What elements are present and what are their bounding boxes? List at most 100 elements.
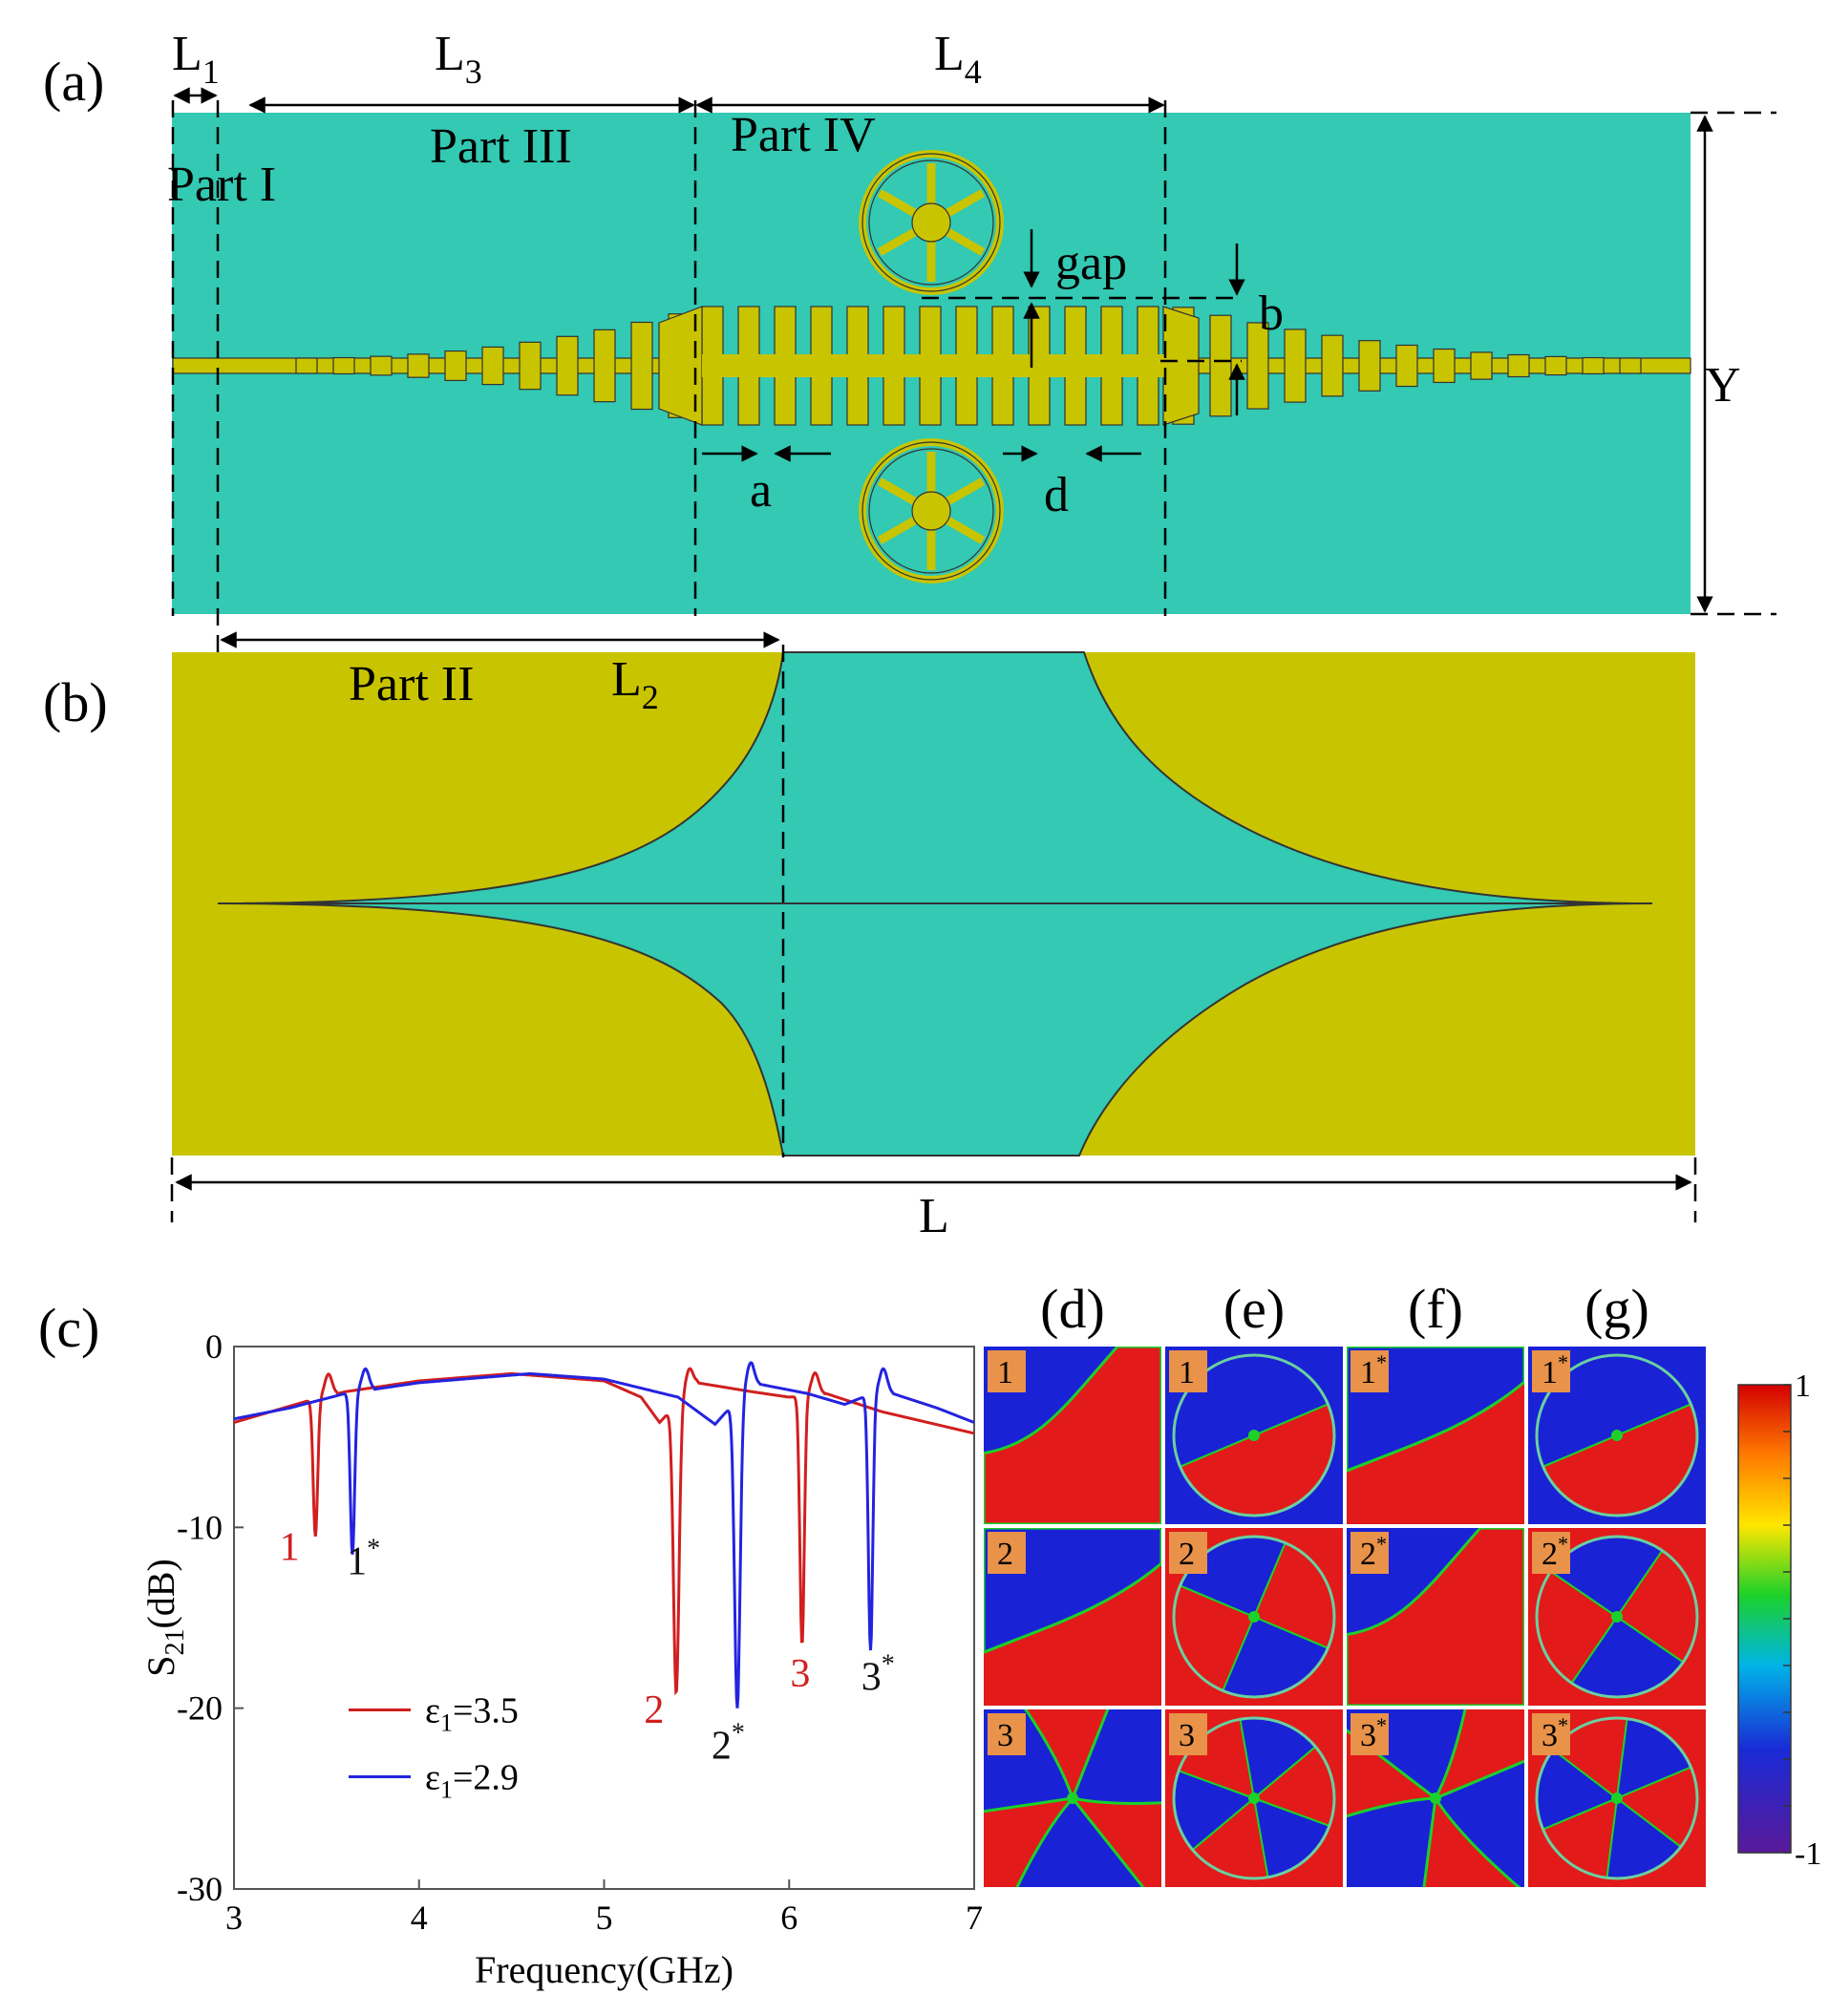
colorbar: [1737, 1384, 1792, 1854]
strip-tooth: [1433, 348, 1456, 384]
x-tick-label: 5: [596, 1899, 613, 1937]
strip-taper-right: [1162, 306, 1200, 426]
x-tick-label: 4: [411, 1899, 428, 1937]
field-column-label: (d): [1040, 1278, 1105, 1340]
strip-tooth: [1395, 344, 1418, 388]
dim-gap: gap: [1055, 236, 1127, 290]
strip-tooth: [1470, 351, 1493, 380]
strip-tooth: [630, 321, 653, 411]
field-map-cell: 1: [1165, 1347, 1343, 1524]
panel-c-label: (c): [38, 1297, 99, 1359]
dimension-arrows-a: [173, 87, 1713, 613]
strip-tooth: [1619, 357, 1642, 374]
part-i-label: Part I: [167, 158, 276, 212]
panel-a-label: (a): [43, 51, 104, 113]
strip-tooth: [407, 353, 430, 378]
dim-L3: L3: [435, 27, 482, 91]
strip-tooth: [1284, 329, 1307, 403]
strip-tooth: [295, 357, 318, 374]
field-map-cell: 1*: [1528, 1347, 1706, 1524]
dim-a: a: [750, 463, 772, 518]
dim-Y: Y: [1705, 358, 1741, 413]
mode-label-box: [988, 1713, 1026, 1755]
mode-label: 2*: [1542, 1532, 1568, 1572]
resonance-label: 1*: [347, 1535, 380, 1584]
field-map-cell: 2: [984, 1528, 1161, 1706]
resonance-label: 2: [644, 1688, 664, 1732]
field-map-cell: 3: [984, 1709, 1161, 1887]
resonance-label: 1: [280, 1525, 300, 1569]
panel-b: (b) Part II L2 L: [43, 631, 1697, 1243]
disc-resonator-bottom: [859, 438, 1004, 584]
part-iii-label: Part III: [430, 119, 572, 174]
mode-label-box: [1350, 1350, 1389, 1392]
strip-tooth: [1544, 355, 1567, 376]
spoof-spp-strip: [172, 306, 1691, 426]
strip-tooth: [1321, 334, 1344, 397]
y-tick-label: -30: [177, 1870, 223, 1908]
strip-taper-left: [658, 306, 703, 426]
mode-label: 3: [997, 1718, 1013, 1753]
colorbar-min: -1: [1795, 1836, 1821, 1872]
y-tick-label: -10: [177, 1508, 223, 1546]
strip-tooth: [1209, 314, 1232, 417]
disc-resonator-top: [859, 150, 1004, 295]
y-axis-label: S21(dB): [139, 1559, 190, 1677]
field-map-cell: 3*: [1528, 1709, 1706, 1887]
series-line-2: [233, 1361, 975, 1708]
part-ii-label: Part II: [349, 657, 474, 711]
mode-label-box: [1532, 1532, 1570, 1574]
mode-label-box: [1169, 1350, 1207, 1392]
dim-L2: L2: [611, 652, 659, 716]
strip-tooth: [370, 355, 393, 376]
dim-d: d: [1044, 468, 1069, 522]
dim-b: b: [1259, 286, 1284, 341]
mode-label: 3*: [1360, 1713, 1387, 1753]
mode-label: 2: [1179, 1537, 1195, 1572]
field-maps: (d) (e) (f) (g) 1 1 1* 1* 2 2 2* 2* 3 3 3* 3* 1 -1: [984, 1278, 1821, 1887]
field-map-cell: 3: [1165, 1709, 1343, 1887]
field-map-cell: 2*: [1347, 1528, 1524, 1706]
mode-label-box: [1169, 1713, 1207, 1755]
s21-chart: 3 4 5 6 7 0 -10 -20 -30 Frequency(GHz) S21(dB) 1 2 3 ε…: [139, 1327, 983, 1991]
field-map-cell: 2*: [1528, 1528, 1706, 1706]
legend-label: ε1=3.5: [425, 1691, 519, 1737]
mode-label-box: [988, 1350, 1026, 1392]
mode-label: 3*: [1542, 1713, 1568, 1753]
mode-label: 2*: [1360, 1532, 1387, 1572]
field-map-cell: 1: [984, 1347, 1161, 1524]
x-tick-label: 7: [966, 1899, 983, 1937]
strip-tooth: [444, 350, 467, 382]
field-column-label: (e): [1223, 1278, 1285, 1340]
mode-label-box: [1350, 1713, 1389, 1755]
resonance-label: 3: [790, 1652, 810, 1696]
strip-tooth: [1582, 356, 1605, 375]
dim-L4: L4: [934, 27, 982, 91]
legend-label: ε1=2.9: [425, 1758, 519, 1804]
x-tick-label: 6: [780, 1899, 798, 1937]
field-map-cell: 1*: [1347, 1347, 1524, 1524]
strip-center-spine: [702, 354, 1165, 377]
part-iv-label: Part IV: [731, 108, 876, 162]
mode-label-box: [988, 1532, 1026, 1574]
resonance-label: 2*: [712, 1719, 745, 1769]
strip-tooth: [556, 335, 579, 396]
mode-label-box: [1532, 1713, 1570, 1755]
strip-tooth: [1246, 322, 1269, 410]
mode-label: 1*: [1542, 1350, 1568, 1390]
panel-c: (c) 3 4 5 6 7 0 -10 -20 -30 Frequency(GHz) S21(dB)…: [38, 1297, 983, 1991]
mode-label-box: [1169, 1532, 1207, 1574]
dim-L: L: [919, 1189, 949, 1243]
plot-area: [233, 1346, 975, 1890]
field-column-label: (f): [1408, 1278, 1463, 1340]
mode-label-box: [1350, 1532, 1389, 1574]
mode-label: 1*: [1360, 1350, 1387, 1390]
strip-tooth: [519, 341, 542, 391]
panel-a: (a): [43, 27, 1776, 1146]
mode-label: 2: [997, 1537, 1013, 1572]
strip-tooth: [1507, 353, 1530, 378]
colorbar-max: 1: [1795, 1369, 1811, 1404]
x-tick-label: 3: [225, 1899, 243, 1937]
y-tick-label: 0: [205, 1327, 223, 1366]
